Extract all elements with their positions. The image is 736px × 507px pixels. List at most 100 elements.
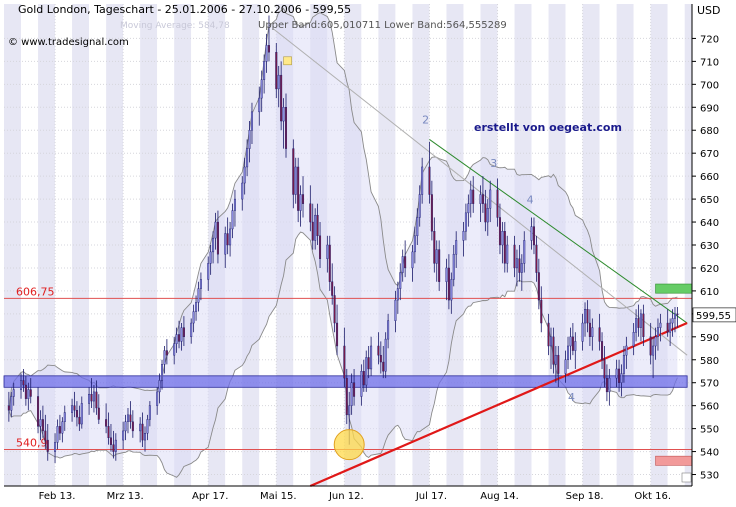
candle (401, 249, 404, 282)
candle-body (163, 350, 166, 365)
candle-body (114, 439, 117, 452)
target-zone-red (655, 455, 693, 466)
candle (207, 256, 210, 291)
candle-body (574, 341, 577, 351)
candle-body (112, 444, 115, 452)
candle (282, 98, 285, 149)
candle-body (654, 336, 657, 347)
candle-body (501, 231, 504, 246)
y-tick-label: 620 (700, 264, 719, 275)
candle (75, 401, 78, 427)
candle (649, 323, 652, 365)
candle-body (280, 74, 283, 122)
candle-body (195, 302, 198, 312)
candle (258, 86, 261, 126)
candle (229, 222, 232, 257)
candle (92, 385, 95, 413)
candle-body (75, 410, 78, 418)
candle (73, 391, 76, 418)
candle (455, 231, 458, 268)
candle-body (498, 217, 501, 246)
candle (280, 61, 283, 131)
candle (44, 414, 47, 450)
candle (122, 421, 125, 450)
week-band (650, 4, 668, 486)
candle-body (588, 322, 591, 338)
last-value-box (692, 307, 736, 323)
candle (24, 375, 27, 406)
candle (362, 359, 365, 392)
candle-body (95, 391, 98, 409)
candle-body (73, 405, 76, 411)
candle (569, 327, 572, 360)
candle-body (362, 371, 365, 386)
candle-body (294, 166, 297, 195)
axes-layer: 5305405505605705805906006106206306406506… (4, 4, 736, 502)
candle-body (384, 338, 387, 372)
candle-body (584, 309, 587, 324)
candle-body (413, 235, 416, 253)
level-label: 540,9 (16, 437, 48, 450)
candle (109, 424, 112, 452)
candle (557, 345, 560, 388)
candle-body (513, 244, 516, 269)
candle-body (192, 311, 195, 324)
candle-body (319, 235, 322, 259)
candle (56, 419, 59, 450)
candle-body (537, 272, 540, 301)
candle-body (173, 343, 176, 356)
candle (540, 286, 543, 333)
candle-body (292, 148, 295, 195)
candle (224, 226, 227, 268)
candle-body (462, 231, 465, 241)
candle-body (639, 313, 642, 328)
candle-body (452, 253, 455, 280)
candle-body (80, 403, 83, 425)
decorations-layer (283, 56, 693, 483)
week-band (21, 4, 39, 486)
candle (598, 313, 601, 351)
candle (396, 281, 399, 314)
candle-body (46, 439, 49, 452)
candle-body (336, 322, 339, 347)
candle (161, 359, 164, 390)
candle-body (61, 421, 64, 434)
candle-body (231, 210, 234, 230)
candle (588, 309, 591, 346)
week-band (599, 4, 617, 486)
candle (450, 272, 453, 314)
candle-body (370, 345, 373, 370)
y-tick-label: 700 (700, 80, 719, 91)
bollinger-bands-legend: Upper Band:605,010711 Lower Band:564,555… (258, 20, 507, 31)
candle (365, 350, 368, 392)
candle (61, 417, 64, 443)
candle-body (396, 288, 399, 301)
candle (586, 300, 589, 333)
candle-body (552, 336, 555, 365)
candle-body (226, 233, 229, 246)
candle-body (635, 318, 638, 333)
candle-body (56, 426, 59, 443)
candle (114, 433, 117, 461)
candle-body (608, 377, 611, 393)
last-value-label: 599,55 (696, 311, 731, 322)
candle-body (506, 244, 509, 264)
week-band (72, 4, 90, 486)
candle-body (350, 382, 353, 406)
wave-labels-layer: 2 3 4 4 (422, 113, 575, 404)
week-band (106, 4, 124, 486)
candle (652, 336, 655, 379)
candle (676, 306, 679, 328)
candle-body (92, 391, 95, 402)
candle-body (233, 198, 236, 211)
candle (95, 380, 98, 415)
candle (71, 398, 74, 422)
candle (124, 414, 127, 441)
candle (496, 178, 499, 227)
candle (635, 309, 638, 342)
candle-body (503, 231, 506, 264)
currency-label: USD (697, 4, 721, 17)
candle (433, 217, 436, 273)
candle (260, 70, 263, 112)
candle-body (360, 371, 363, 397)
